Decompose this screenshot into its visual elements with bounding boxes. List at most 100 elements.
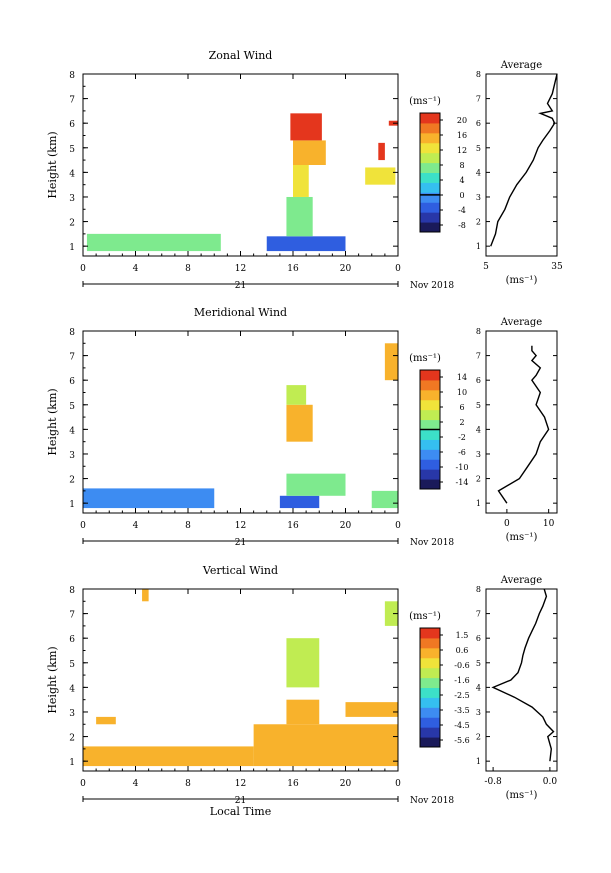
- colorbar-segment: [420, 142, 440, 154]
- y-tick-label: 8: [69, 71, 75, 81]
- colorbar-tick-label: 10: [457, 388, 467, 397]
- colorbar-segment: [420, 152, 440, 164]
- x-tick-label: 20: [340, 264, 352, 274]
- colorbar-tick-label: 6: [459, 403, 464, 412]
- colorbar-tick-label: -4.5: [454, 721, 469, 730]
- colorbar-segment: [420, 439, 440, 450]
- heatmap-cell: [96, 716, 116, 725]
- avg-y-tick-label: 3: [476, 708, 481, 717]
- colorbar-segment: [420, 727, 440, 738]
- y-tick-label: 1: [69, 500, 75, 510]
- y-tick-label: 5: [69, 402, 75, 412]
- colorbar-segment: [420, 222, 440, 233]
- colorbar-tick-label: 4: [459, 176, 464, 185]
- avg-x-tick-label: 10: [543, 519, 555, 529]
- heatmap-cell: [384, 343, 398, 381]
- heatmap-cell: [83, 746, 254, 767]
- colorbar-tick-label: -10: [456, 463, 469, 472]
- heatmap-cell: [83, 488, 215, 509]
- y-tick-label: 7: [69, 611, 75, 621]
- x-tick-label: 16: [287, 264, 299, 274]
- colorbar-tick-label: 0: [459, 191, 464, 200]
- avg-y-tick-label: 2: [476, 218, 481, 227]
- date-month-label: Nov 2018: [410, 796, 454, 806]
- colorbar-tick-label: 14: [457, 373, 467, 382]
- avg-y-tick-label: 6: [476, 634, 481, 643]
- colorbar-unit: (ms⁻¹): [409, 611, 441, 622]
- x-tick-label: 20: [340, 521, 352, 531]
- avg-frame: [485, 73, 558, 257]
- heatmap-cell: [86, 233, 221, 252]
- avg-y-tick-label: 5: [476, 659, 481, 668]
- colorbar-segment: [420, 657, 440, 669]
- colorbar-segment: [420, 429, 440, 440]
- y-tick-label: 3: [69, 709, 75, 719]
- colorbar-segment: [420, 113, 440, 124]
- avg-y-tick-label: 8: [476, 327, 481, 336]
- colorbar-segment: [420, 677, 440, 688]
- colorbar-tick-label: -2: [458, 433, 466, 442]
- colorbar-tick-label: 0.6: [456, 646, 469, 655]
- colorbar-tick-label: -4: [458, 206, 466, 215]
- x-axis-label: Local Time: [210, 805, 271, 818]
- avg-profile-line: [490, 73, 558, 247]
- colorbar-tick-label: 20: [457, 116, 467, 125]
- heatmap-cell: [286, 638, 320, 688]
- avg-y-tick-label: 1: [476, 757, 481, 766]
- colorbar-segment: [420, 737, 440, 748]
- x-tick-label: 12: [235, 779, 246, 789]
- avg-x-tick-label: 35: [551, 262, 563, 272]
- y-tick-label: 8: [69, 586, 75, 596]
- avg-y-tick-label: 5: [476, 144, 481, 153]
- avg-frame: [485, 330, 558, 514]
- x-tick-label: 8: [185, 264, 191, 274]
- avg-title: Average: [500, 317, 543, 328]
- x-tick-label: 4: [133, 264, 139, 274]
- heatmap-cell: [290, 113, 322, 141]
- y-tick-label: 3: [69, 194, 75, 204]
- avg-x-tick-label: 0.0: [543, 777, 558, 787]
- date-month-label: Nov 2018: [410, 538, 454, 548]
- colorbar-tick-label: -3.5: [454, 706, 469, 715]
- colorbar-segment: [420, 647, 440, 659]
- avg-y-tick-label: 4: [476, 425, 481, 434]
- x-tick-label: 16: [287, 521, 299, 531]
- colorbar-frame: [419, 627, 441, 748]
- date-day-label: 21: [235, 796, 246, 806]
- avg-y-tick-label: 1: [476, 242, 481, 251]
- avg-x-axis-label: (ms⁻¹): [506, 275, 538, 286]
- colorbar-segment: [420, 469, 440, 480]
- colorbar-segment: [420, 399, 440, 411]
- y-tick-label: 1: [69, 243, 75, 253]
- y-axis-label: Height (km): [46, 131, 59, 198]
- colorbar-tick-label: 8: [459, 161, 464, 170]
- avg-x-tick-label: 0: [504, 519, 510, 529]
- x-tick-label: 8: [185, 779, 191, 789]
- avg-y-tick-label: 4: [476, 683, 481, 692]
- y-tick-label: 2: [69, 734, 75, 744]
- colorbar-segment: [420, 707, 440, 718]
- colorbar-unit: (ms⁻¹): [409, 353, 441, 364]
- colorbar-segment: [420, 172, 440, 183]
- heatmap-cell: [293, 165, 309, 197]
- colorbar-segment: [420, 122, 440, 134]
- panel-title: Meridional Wind: [194, 306, 287, 319]
- x-tick-label: 16: [287, 779, 299, 789]
- x-tick-label: 0: [395, 779, 401, 789]
- avg-y-tick-label: 7: [476, 95, 481, 104]
- avg-y-tick-label: 3: [476, 193, 481, 202]
- avg-title: Average: [500, 60, 543, 71]
- avg-x-tick-label: 5: [483, 262, 489, 272]
- y-tick-label: 5: [69, 145, 75, 155]
- avg-y-tick-label: 5: [476, 401, 481, 410]
- heatmap-cell: [365, 167, 396, 185]
- colorbar-tick-label: -8: [458, 221, 466, 230]
- heatmap-cell: [384, 601, 398, 626]
- heatmap-cell: [378, 142, 385, 161]
- date-month-label: Nov 2018: [410, 281, 454, 291]
- y-tick-label: 5: [69, 660, 75, 670]
- panel-title: Zonal Wind: [209, 49, 273, 62]
- colorbar-unit: (ms⁻¹): [409, 96, 441, 107]
